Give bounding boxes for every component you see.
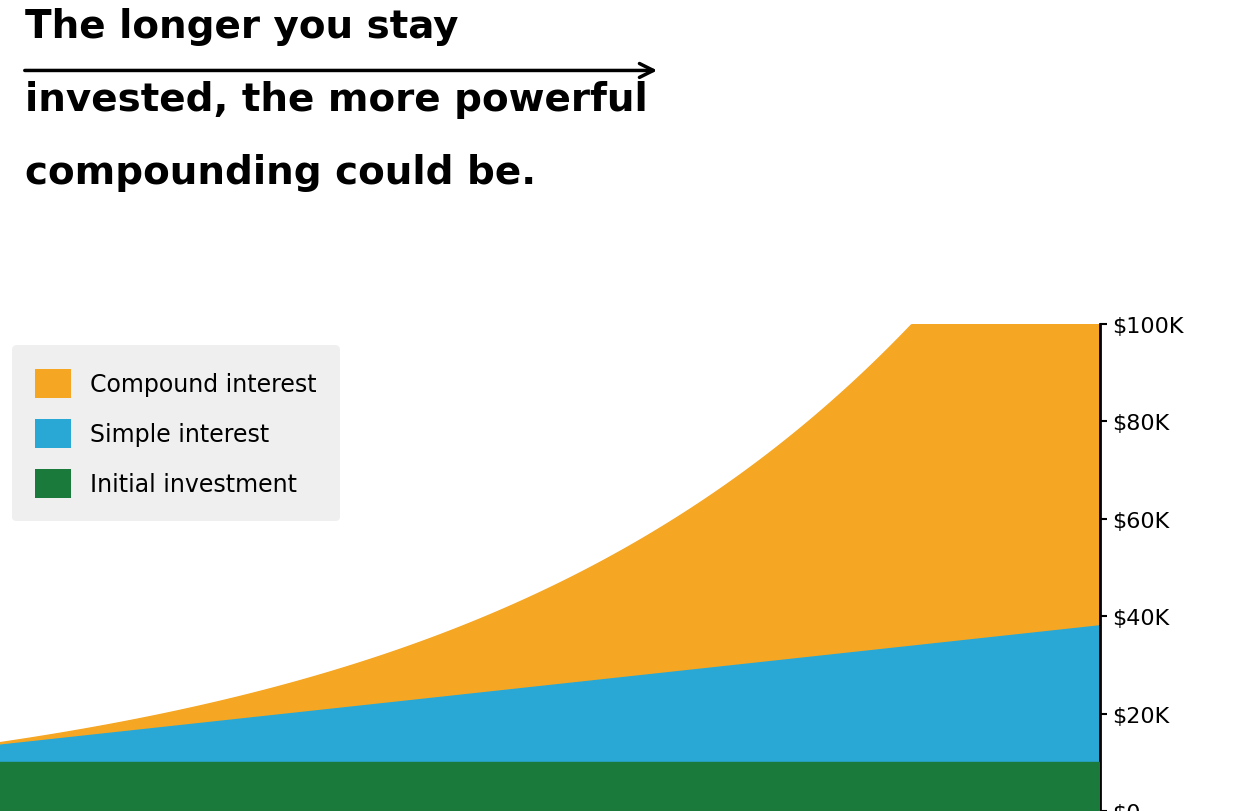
Text: compounding could be.: compounding could be. <box>25 154 536 192</box>
Legend: Compound interest, Simple interest, Initial investment: Compound interest, Simple interest, Init… <box>11 346 340 521</box>
Text: The longer you stay: The longer you stay <box>25 8 459 46</box>
Text: invested, the more powerful: invested, the more powerful <box>25 81 648 119</box>
